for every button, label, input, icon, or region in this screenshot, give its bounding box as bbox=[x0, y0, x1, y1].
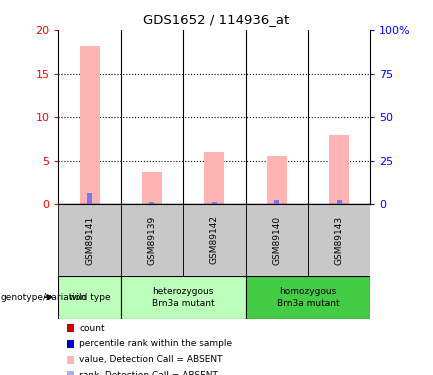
Bar bbox=[274, 200, 279, 204]
Text: rank, Detection Call = ABSENT: rank, Detection Call = ABSENT bbox=[80, 371, 218, 375]
Text: GSM89142: GSM89142 bbox=[210, 216, 219, 264]
Bar bbox=[212, 202, 217, 204]
Bar bbox=[67, 324, 74, 332]
Text: wild type: wild type bbox=[69, 292, 110, 302]
Text: heterozygous
Brn3a mutant: heterozygous Brn3a mutant bbox=[152, 287, 214, 308]
Bar bbox=[149, 202, 155, 204]
Bar bbox=[67, 371, 74, 375]
Text: GDS1652 / 114936_at: GDS1652 / 114936_at bbox=[143, 13, 290, 26]
Bar bbox=[58, 204, 121, 276]
Text: percentile rank within the sample: percentile rank within the sample bbox=[80, 339, 233, 348]
Bar bbox=[58, 276, 121, 319]
Bar bbox=[121, 276, 246, 319]
Bar bbox=[183, 204, 246, 276]
Bar bbox=[204, 152, 224, 204]
Bar bbox=[142, 172, 162, 204]
Bar bbox=[87, 193, 92, 204]
Bar bbox=[67, 340, 74, 348]
Text: value, Detection Call = ABSENT: value, Detection Call = ABSENT bbox=[80, 355, 223, 364]
Text: count: count bbox=[80, 324, 105, 333]
Text: GSM89141: GSM89141 bbox=[85, 215, 94, 265]
Text: GSM89140: GSM89140 bbox=[272, 215, 281, 265]
Bar bbox=[246, 276, 370, 319]
Bar bbox=[336, 200, 342, 204]
Bar bbox=[67, 356, 74, 364]
Text: genotype/variation: genotype/variation bbox=[1, 292, 87, 302]
Text: homozygous
Brn3a mutant: homozygous Brn3a mutant bbox=[277, 287, 339, 308]
Text: GSM89143: GSM89143 bbox=[335, 215, 343, 265]
Bar bbox=[329, 135, 349, 204]
Bar bbox=[246, 204, 308, 276]
Bar bbox=[121, 204, 183, 276]
Bar bbox=[80, 46, 100, 204]
Text: GSM89139: GSM89139 bbox=[148, 215, 156, 265]
Bar bbox=[308, 204, 370, 276]
Bar bbox=[267, 156, 287, 204]
